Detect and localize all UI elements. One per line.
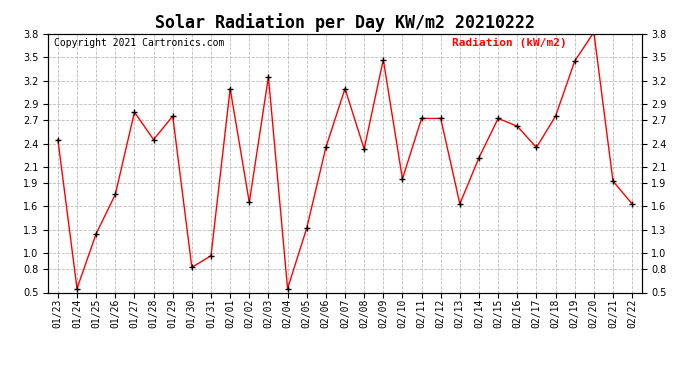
- Title: Solar Radiation per Day KW/m2 20210222: Solar Radiation per Day KW/m2 20210222: [155, 13, 535, 32]
- Text: Radiation (kW/m2): Radiation (kW/m2): [452, 38, 566, 48]
- Text: Copyright 2021 Cartronics.com: Copyright 2021 Cartronics.com: [55, 38, 225, 48]
